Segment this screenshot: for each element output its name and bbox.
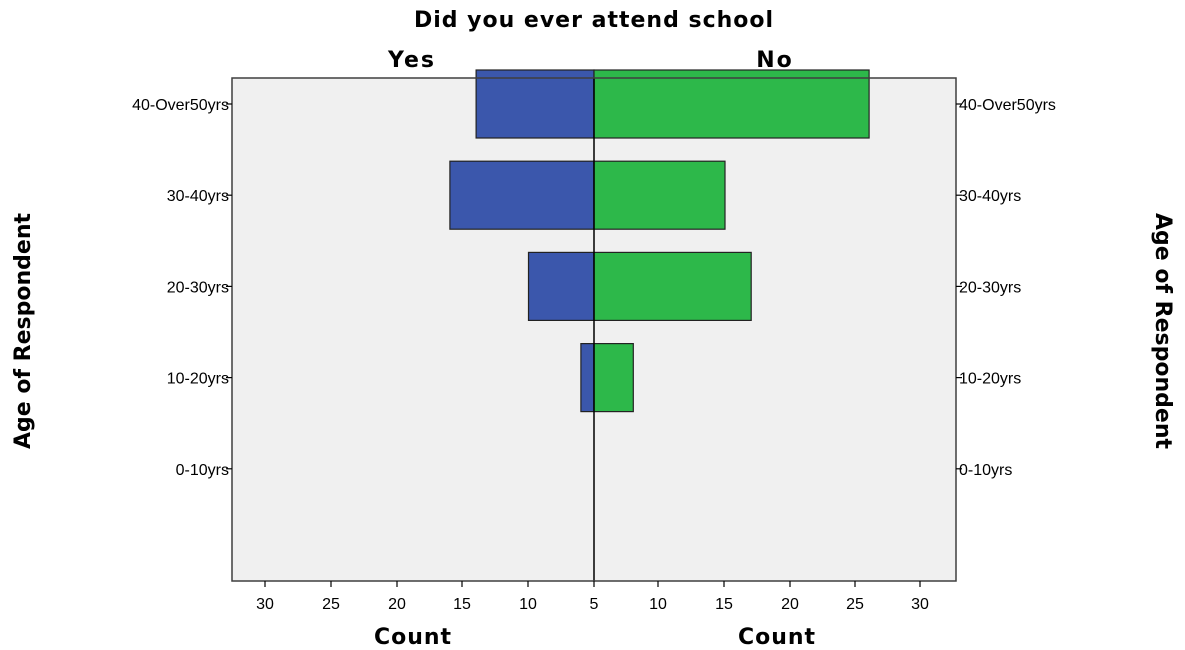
x-axis-label-yes: Count	[374, 625, 452, 650]
y-axis-right: 0-10yrs 10-20yrs 20-30yrs 30-40yrs 40-Over50…	[956, 97, 1056, 479]
x-tick-label-no-20: 20	[781, 596, 799, 613]
x-tick-label-yes-10: 10	[519, 596, 537, 613]
y-tick-label-right-0-10yrs: 0-10yrs	[959, 462, 1012, 479]
panel-label-no: No	[756, 48, 794, 73]
y-axis-label-right: Age of Respondent	[1150, 213, 1175, 450]
x-axis-label-no: Count	[738, 625, 816, 650]
bar-yes-40-over50yrs	[475, 69, 595, 139]
y-tick-label-left-10-20yrs: 10-20yrs	[167, 371, 229, 388]
x-tick-label-yes-15: 15	[453, 596, 471, 613]
y-tick-label-left-30-40yrs: 30-40yrs	[167, 188, 229, 205]
x-tick-label-yes-20: 20	[388, 596, 406, 613]
bar-no-30-40yrs	[593, 160, 726, 230]
x-tick-label-no-15: 15	[715, 596, 733, 613]
y-axis-left: 0-10yrs 10-20yrs 20-30yrs 30-40yrs 40-Over50…	[132, 97, 232, 479]
bar-yes-10-20yrs	[580, 343, 595, 413]
y-tick-label-left-0-10yrs: 0-10yrs	[176, 462, 229, 479]
y-tick-label-right-20-30yrs: 20-30yrs	[959, 279, 1021, 296]
x-tick-label-yes-5: 5	[590, 596, 599, 613]
y-tick-label-left-40-over50yrs: 40-Over50yrs	[132, 97, 229, 114]
y-tick-label-right-30-40yrs: 30-40yrs	[959, 188, 1021, 205]
bar-no-10-20yrs	[593, 343, 634, 413]
bar-yes-30-40yrs	[449, 160, 595, 230]
panel-label-yes: Yes	[387, 48, 436, 73]
y-tick-label-left-20-30yrs: 20-30yrs	[167, 279, 229, 296]
x-tick-label-yes-25: 25	[322, 596, 340, 613]
x-tick-label-no-10: 10	[649, 596, 667, 613]
x-axis: 30 25 20 15 10 5 10 15 20 25 30	[256, 581, 929, 613]
y-axis-label-left: Age of Respondent	[11, 213, 36, 450]
chart-title: Did you ever attend school	[414, 8, 774, 33]
x-tick-label-no-30: 30	[911, 596, 929, 613]
x-tick-label-yes-30: 30	[256, 596, 274, 613]
x-tick-label-no-25: 25	[846, 596, 864, 613]
y-tick-label-right-10-20yrs: 10-20yrs	[959, 371, 1021, 388]
bars-layer	[449, 69, 870, 413]
bar-no-20-30yrs	[593, 251, 752, 321]
y-tick-label-right-40-over50yrs: 40-Over50yrs	[959, 97, 1056, 114]
bar-yes-20-30yrs	[527, 251, 595, 321]
bar-no-40-over50yrs	[593, 69, 870, 139]
